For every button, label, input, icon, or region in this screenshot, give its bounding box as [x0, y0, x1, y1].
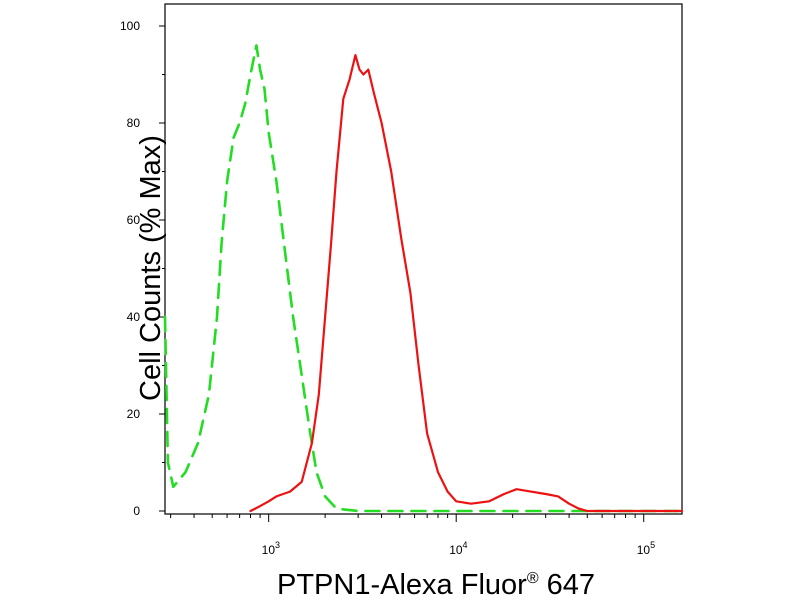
x-tick-label-exponent: 3	[275, 540, 280, 550]
x-tick-label-base: 10	[637, 543, 651, 557]
x-axis-title-sup: ®	[527, 570, 539, 587]
x-tick-label-exponent: 5	[650, 540, 655, 550]
y-tick-label-20: 20	[127, 407, 141, 421]
x-tick-label-base: 10	[449, 543, 463, 557]
series-layer	[163, 44, 684, 513]
y-tick-label-80: 80	[127, 116, 141, 130]
x-axis: 103 104 105	[170, 514, 655, 557]
plot-frame	[164, 3, 683, 515]
x-tick-label-base: 10	[262, 543, 276, 557]
y-axis: 0 20 40 60 80 100	[120, 19, 165, 518]
x-tick-label-10-4: 104	[449, 540, 467, 557]
y-tick-label-100: 100	[120, 19, 140, 33]
x-axis-title-tail: 647	[539, 569, 595, 600]
x-tick-label-10-5: 105	[637, 540, 655, 557]
x-tick-label-exponent: 4	[463, 540, 468, 550]
y-tick-label-0: 0	[133, 504, 140, 518]
series-1-line	[163, 44, 684, 513]
x-tick-label-10-3: 103	[262, 540, 280, 557]
y-tick-label-60: 60	[127, 213, 141, 227]
y-tick-label-40: 40	[127, 310, 141, 324]
series-2-line	[249, 53, 684, 513]
x-axis-title-main: PTPN1-Alexa Fluor	[277, 569, 527, 600]
x-axis-title: PTPN1-Alexa Fluor® 647	[277, 569, 595, 600]
y-axis-title: Cell Counts (% Max)	[135, 135, 167, 401]
